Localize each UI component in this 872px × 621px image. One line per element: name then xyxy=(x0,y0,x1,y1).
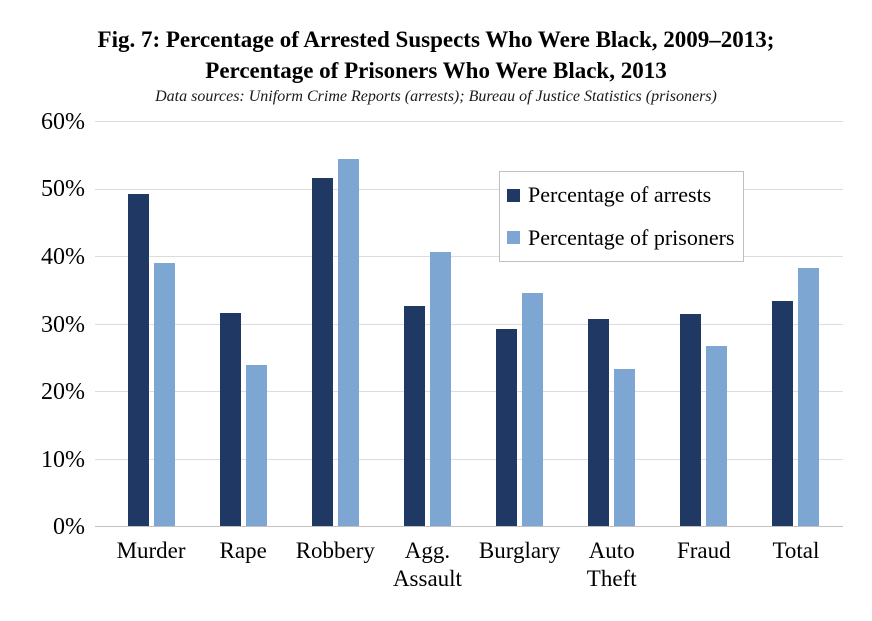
gridline-60% xyxy=(95,121,843,122)
chart-subtitle: Data sources: Uniform Crime Reports (arr… xyxy=(155,88,717,105)
x-axis-labels: Murder Rape Robbery Agg. Assault Burglary Aut… xyxy=(105,537,842,593)
x-tick-label-burglary: Burglary xyxy=(478,538,561,563)
bar-percentage-of-arrests-murder xyxy=(127,193,149,527)
x-tick-label-auto-theft: Auto Theft xyxy=(586,538,637,591)
x-tick-label-total: Total xyxy=(772,538,820,563)
bar-group-agg-assault xyxy=(381,122,473,527)
plot-area xyxy=(95,121,843,527)
bar-group-murder xyxy=(105,122,197,527)
y-tick-label-0%: 0% xyxy=(53,514,85,540)
gridline-40% xyxy=(95,256,843,258)
bar-percentage-of-arrests-burglary xyxy=(496,329,518,527)
bar-percentage-of-prisoners-burglary xyxy=(522,293,544,527)
bar-group-rape xyxy=(197,122,289,527)
bar-percentage-of-prisoners-rape xyxy=(245,365,267,527)
x-tick-label-rape: Rape xyxy=(219,538,267,563)
legend: Percentage of arrests Percentage of pris… xyxy=(499,171,744,262)
x-tick-label-fraud: Fraud xyxy=(676,538,731,563)
legend-label-arrests: Percentage of arrests xyxy=(528,182,712,208)
bar-percentage-of-prisoners-auto-theft xyxy=(614,369,636,527)
x-tick-label-robbery: Robbery xyxy=(295,538,375,563)
legend-entry-prisoners: Percentage of prisoners xyxy=(507,224,743,250)
chart-title-line2: Percentage of Prisoners Who Were Black, … xyxy=(205,58,667,83)
bar-percentage-of-prisoners-fraud xyxy=(706,346,728,527)
prisoners-series-swatch-icon xyxy=(507,231,520,245)
bar-percentage-of-arrests-robbery xyxy=(311,178,333,527)
y-tick-label-40%: 40% xyxy=(41,243,85,270)
bars-row xyxy=(105,122,842,527)
bar-percentage-of-arrests-rape xyxy=(219,313,241,527)
legend-entry-arrests: Percentage of arrests xyxy=(507,183,743,207)
gridline-10% xyxy=(95,458,843,460)
y-axis-labels: 0% 10% 20% 30% 40% 50% 60% xyxy=(0,110,85,539)
y-tick-label-60%: 60% xyxy=(41,109,85,135)
legend-label-prisoners: Percentage of prisoners xyxy=(528,224,735,250)
y-tick-label-10%: 10% xyxy=(41,446,85,473)
chart-title: Fig. 7: Percentage of Arrested Suspects … xyxy=(0,24,872,86)
bar-group-robbery xyxy=(289,122,381,527)
gridline-50% xyxy=(95,188,843,190)
bar-percentage-of-arrests-agg-assault xyxy=(403,305,425,527)
y-tick-label-20%: 20% xyxy=(41,378,85,405)
y-tick-label-50%: 50% xyxy=(41,176,85,203)
bar-group-burglary xyxy=(474,122,566,527)
arrests-series-swatch-icon xyxy=(507,188,520,202)
bar-group-fraud xyxy=(658,122,750,527)
bar-percentage-of-prisoners-total xyxy=(798,268,820,527)
bar-percentage-of-arrests-fraud xyxy=(680,314,702,527)
bar-percentage-of-arrests-total xyxy=(772,300,794,527)
y-tick-label-30%: 30% xyxy=(41,311,85,338)
bar-percentage-of-prisoners-robbery xyxy=(337,159,359,527)
chart-title-line1: Fig. 7: Percentage of Arrested Suspects … xyxy=(97,27,775,52)
bar-percentage-of-prisoners-murder xyxy=(153,263,175,527)
gridline-20% xyxy=(95,391,843,393)
gridline-30% xyxy=(95,323,843,325)
bar-group-auto-theft xyxy=(566,122,658,527)
x-axis-line xyxy=(95,526,843,527)
x-tick-label-agg-assault: Agg. Assault xyxy=(392,538,462,591)
bar-percentage-of-arrests-auto-theft xyxy=(588,319,610,527)
bar-percentage-of-prisoners-agg-assault xyxy=(429,251,451,527)
x-tick-label-murder: Murder xyxy=(116,538,186,563)
bar-group-total xyxy=(750,122,842,527)
